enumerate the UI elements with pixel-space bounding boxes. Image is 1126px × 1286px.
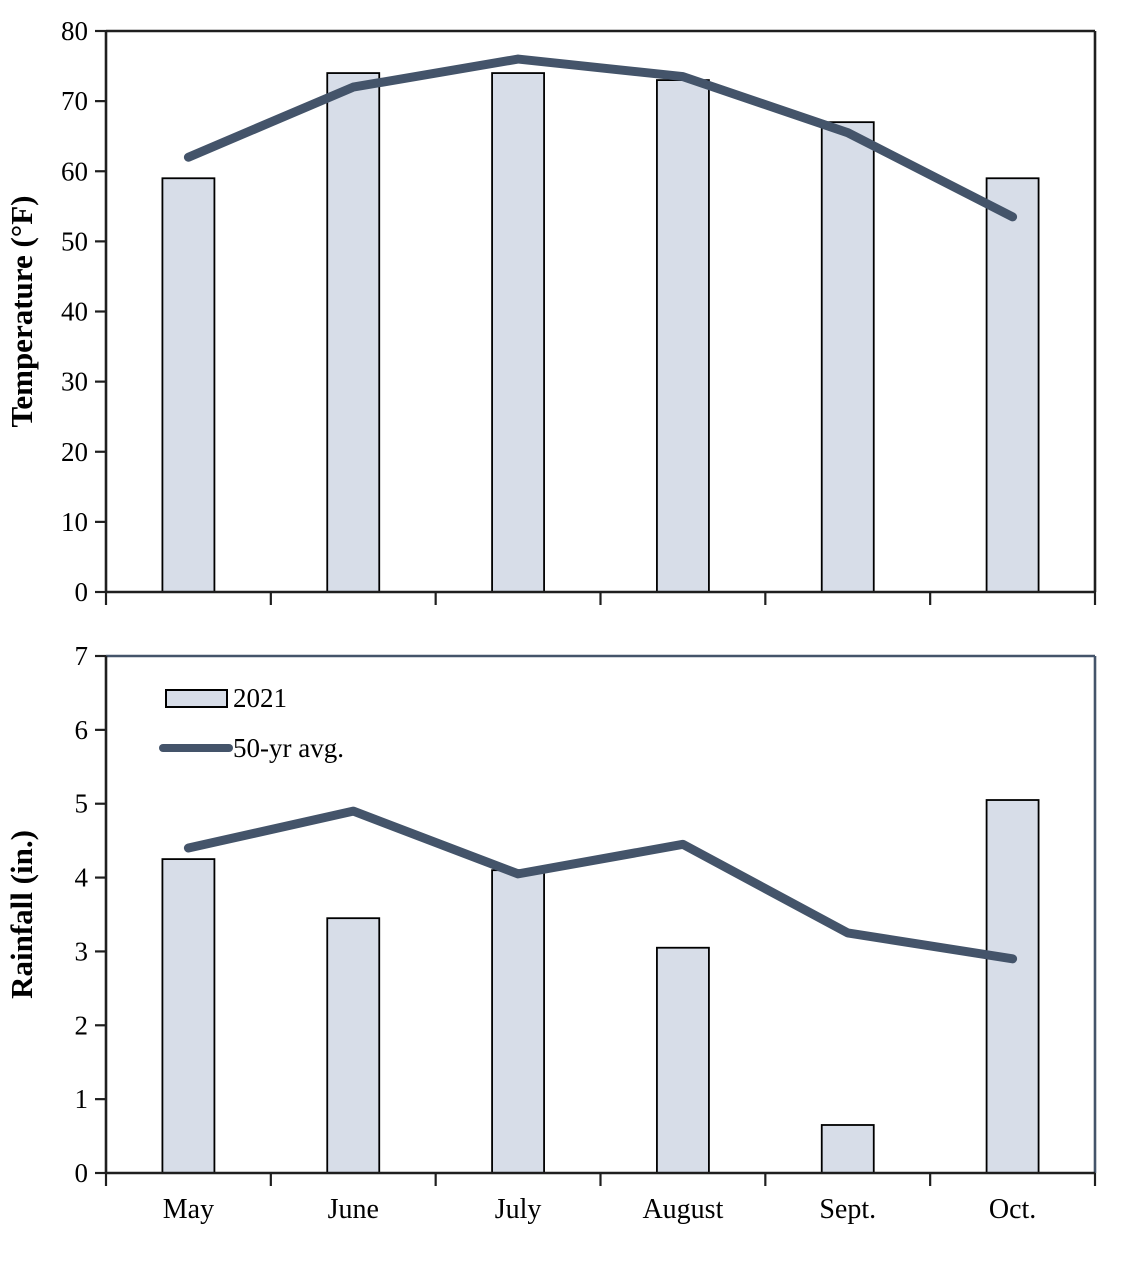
bar-august xyxy=(656,79,710,593)
y-tick-label: 1 xyxy=(75,1084,89,1114)
x-category-label-august: August xyxy=(642,1194,723,1225)
legend-bar-label: 2021 xyxy=(233,683,287,713)
avg-line xyxy=(183,54,1018,222)
bar-sept xyxy=(820,1124,875,1174)
y-tick-label: 40 xyxy=(61,297,88,327)
bar-july xyxy=(491,72,545,593)
x-category-label-june: June xyxy=(328,1194,379,1225)
y-axis-title: Temperature (°F) xyxy=(4,196,39,428)
avg-line xyxy=(183,806,1018,964)
y-tick-label: 10 xyxy=(61,507,88,537)
bar-oct xyxy=(985,799,1040,1174)
rainfall-chart: 0 1 2 3 4 5 6 7 Rainfall (in.) May June July August S… xyxy=(4,641,1097,1225)
y-tick-label: 0 xyxy=(75,577,89,607)
y-tick-label: 0 xyxy=(75,1158,89,1188)
y-tick-label: 20 xyxy=(61,437,88,467)
bar-may xyxy=(161,177,216,593)
y-tick-label: 5 xyxy=(75,789,89,819)
bar-sept xyxy=(820,121,875,593)
y-tick-label: 3 xyxy=(75,936,89,966)
legend-line-label: 50-yr avg. xyxy=(233,733,344,763)
bar-july xyxy=(491,869,545,1174)
legend-bar-swatch xyxy=(165,689,228,708)
y-tick-label: 50 xyxy=(61,226,88,256)
x-category-label-may: May xyxy=(163,1194,214,1225)
y-tick-label: 60 xyxy=(61,156,88,186)
x-category-label-july: July xyxy=(495,1194,542,1225)
y-tick-label: 6 xyxy=(75,715,89,745)
bar-june xyxy=(326,72,381,593)
bar-oct xyxy=(985,177,1040,593)
y-tick-label: 2 xyxy=(75,1010,89,1040)
y-tick-label: 4 xyxy=(75,863,89,893)
bar-may xyxy=(161,858,216,1174)
y-tick-label: 30 xyxy=(61,367,88,397)
y-tick-label: 7 xyxy=(75,641,89,671)
y-tick-label: 80 xyxy=(61,16,88,46)
bar-august xyxy=(656,946,710,1174)
legend: 2021 50-yr avg. xyxy=(159,683,344,763)
y-tick-label: 70 xyxy=(61,86,88,116)
x-category-label-oct: Oct. xyxy=(989,1194,1036,1225)
x-category-label-sept: Sept. xyxy=(819,1194,876,1225)
bar-june xyxy=(326,917,381,1174)
y-axis-title: Rainfall (in.) xyxy=(4,830,39,999)
temperature-chart: 0 10 20 30 40 50 60 70 80 Temperature (°F) xyxy=(4,16,1097,607)
